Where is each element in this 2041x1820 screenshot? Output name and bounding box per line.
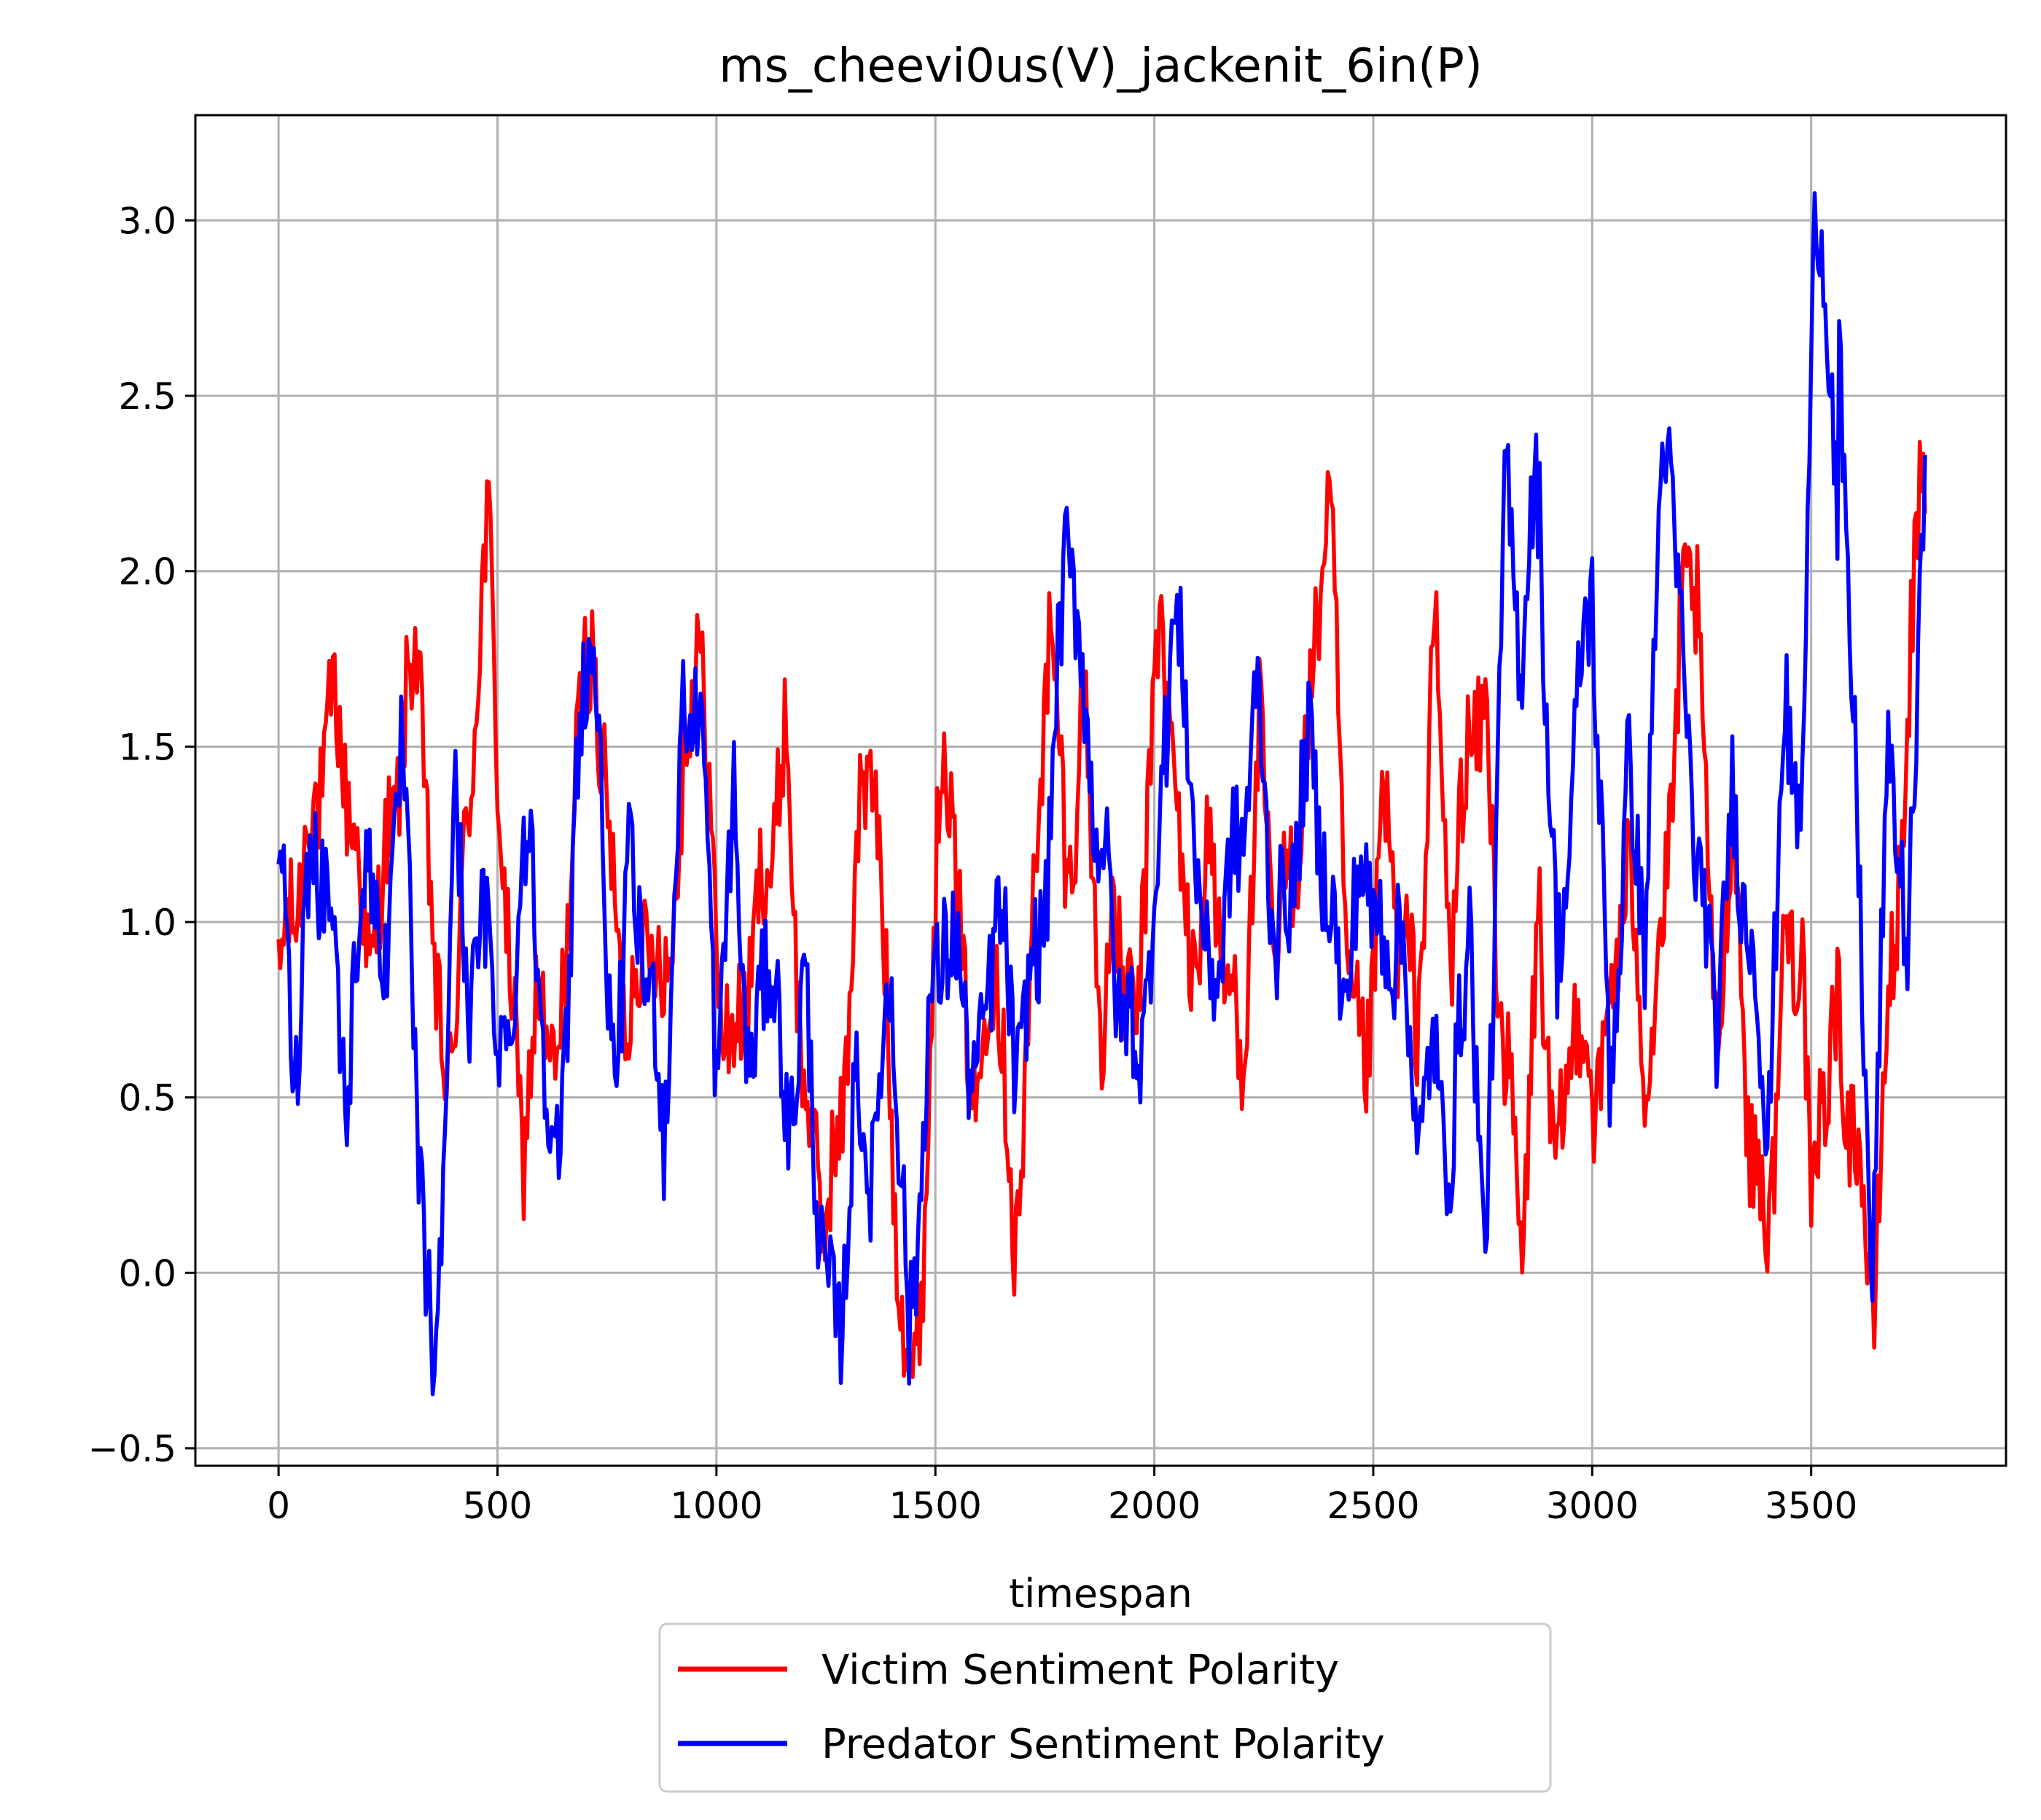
x-tick-label: 3000 xyxy=(1546,1485,1639,1527)
y-tick-label: 3.0 xyxy=(118,200,176,242)
x-axis: 0 500 1000 1500 2000 2500 3000 3500 xyxy=(267,1466,1857,1527)
x-axis-label: timespan xyxy=(1009,1571,1193,1617)
series-layer xyxy=(276,191,1927,1397)
legend-frame xyxy=(658,1622,1552,1793)
y-tick-label: −0.5 xyxy=(88,1428,176,1470)
x-tick-label: 3500 xyxy=(1765,1485,1857,1527)
predator-series-line xyxy=(276,191,1927,1397)
victim-series-line xyxy=(276,440,1927,1380)
y-axis: −0.5 0.0 0.5 1.0 1.5 2.0 2.5 3.0 xyxy=(88,200,195,1470)
y-tick-label: 0.0 xyxy=(118,1252,176,1294)
y-tick-label: 1.0 xyxy=(118,902,176,944)
x-tick-label: 2000 xyxy=(1108,1485,1201,1527)
legend-label-victim: Victim Sentiment Polarity xyxy=(822,1647,1339,1694)
legend: Victim Sentiment Polarity Predator Senti… xyxy=(658,1622,1552,1793)
y-tick-label: 1.5 xyxy=(118,726,176,768)
x-tick-label: 1000 xyxy=(670,1485,762,1527)
y-tick-label: 2.5 xyxy=(118,375,176,418)
x-tick-label: 2500 xyxy=(1327,1485,1419,1527)
x-tick-label: 1500 xyxy=(889,1485,982,1527)
legend-label-predator: Predator Sentiment Polarity xyxy=(822,1721,1385,1768)
x-tick-label: 500 xyxy=(463,1485,532,1527)
chart-title: ms_cheevi0us(V)_jackenit_6in(P) xyxy=(719,39,1483,93)
plot-frame xyxy=(194,114,2007,1467)
y-tick-label: 0.5 xyxy=(118,1077,176,1120)
y-tick-label: 2.0 xyxy=(118,551,176,593)
x-tick-label: 0 xyxy=(267,1485,290,1527)
grid xyxy=(195,115,2006,1466)
